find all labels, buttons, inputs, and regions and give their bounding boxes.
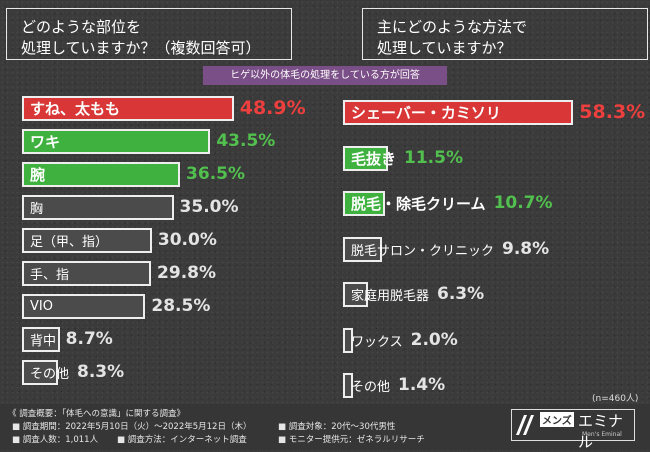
method-label-4: 家庭用脱毛器 — [351, 289, 430, 304]
logo-sub-text: Men's Eminal — [582, 431, 622, 438]
body-part-bar-5: 手、指 — [22, 261, 152, 286]
method-label-5: ワックス — [351, 334, 403, 350]
method-label-0: シェーバー・カミソリ — [351, 104, 501, 122]
body-part-label-8: その他 — [30, 367, 70, 382]
body-part-bar-2: 腕 — [22, 162, 181, 187]
body-part-value-7: 8.7% — [65, 329, 113, 349]
method-value-0: 58.3% — [579, 101, 646, 123]
body-part-value-3: 35.0% — [179, 197, 239, 217]
method-bar-4: 家庭用脱毛器 — [343, 282, 429, 307]
logo-name-text: エミナル — [578, 412, 624, 451]
body-part-value-8: 8.3% — [77, 362, 125, 382]
body-part-bar-6: VIO — [22, 294, 146, 319]
body-part-bar-7: 背中 — [22, 327, 60, 352]
body-part-value-2: 36.5% — [186, 164, 246, 184]
method-bar-0: シェーバー・カミソリ — [343, 100, 574, 125]
question-left-line1: どのような部位を — [21, 18, 142, 36]
body-part-value-4: 30.0% — [157, 230, 217, 250]
body-part-label-0: すね、太もも — [30, 100, 121, 118]
survey-footer: 《 調査概要：「体毛への意識」に関する調査》 ■ 調査期間：2022年5月10日… — [0, 404, 650, 450]
survey-title: 《 調査概要：「体毛への意識」に関する調査》 — [8, 409, 185, 419]
method-value-1: 11.5% — [404, 147, 463, 168]
body-part-bar-0: すね、太もも — [22, 96, 234, 121]
question-left-line2: 処理していますか？（複数回答可） — [21, 39, 261, 57]
method-bar-6: その他 — [343, 373, 390, 398]
method-value-2: 10.7% — [493, 193, 553, 213]
logo-mens-text: メンズ — [540, 412, 574, 427]
body-part-label-3: 胸 — [30, 202, 44, 217]
survey-count: ■ 調査人数：1,011人 — [12, 435, 99, 445]
method-value-3: 9.8% — [502, 238, 550, 259]
body-part-bar-8: その他 — [22, 360, 69, 385]
method-bar-1: 毛抜き — [343, 145, 396, 171]
body-part-label-1: ワキ — [30, 133, 61, 151]
method-value-5: 2.0% — [410, 329, 458, 350]
question-left: どのような部位を 処理していますか？（複数回答可） — [6, 8, 292, 60]
method-label-2: 脱毛・除毛クリーム — [351, 195, 486, 213]
method-label-3: 脱毛サロン・クリニック — [351, 243, 495, 259]
body-part-label-6: VIO — [30, 299, 53, 314]
method-bar-3: 脱毛サロン・クリニック — [343, 236, 494, 262]
body-part-bar-1: ワキ — [22, 129, 211, 154]
body-part-label-2: 腕 — [30, 166, 46, 184]
body-part-value-1: 43.5% — [216, 131, 276, 151]
survey-target: ■ 調査対象：20代〜30代男性 — [278, 422, 396, 432]
survey-method: ■ 調査方法：インターネット調査 — [117, 435, 247, 445]
body-part-value-6: 28.5% — [151, 296, 211, 316]
survey-period: ■ 調査期間：2022年5月10日（火）〜2022年5月12日（木） — [12, 422, 252, 432]
body-part-value-5: 29.8% — [157, 263, 217, 283]
body-part-label-7: 背中 — [30, 334, 57, 349]
body-part-label-4: 足（甲、指） — [30, 235, 109, 250]
body-part-label-5: 手、指 — [30, 268, 70, 283]
body-part-value-0: 48.9% — [239, 97, 306, 119]
question-right-line2: 処理していますか？ — [377, 39, 512, 57]
method-value-6: 1.4% — [398, 375, 446, 395]
method-bar-5: ワックス — [343, 327, 403, 353]
question-right: 主にどのような方法で 処理していますか？ — [362, 8, 648, 60]
body-part-bar-4: 足（甲、指） — [22, 228, 152, 253]
brand-logo: メンズ エミナル Men's Eminal — [511, 409, 635, 451]
question-right-line1: 主にどのような方法で — [377, 18, 528, 36]
method-value-4: 6.3% — [437, 284, 485, 304]
logo-mark-icon — [516, 415, 534, 435]
body-part-bar-3: 胸 — [22, 195, 174, 220]
sample-size-note: (n=460人) — [592, 394, 639, 404]
method-label-1: 毛抜き — [351, 149, 397, 168]
method-label-6: その他 — [351, 380, 391, 395]
method-bar-2: 脱毛・除毛クリーム — [343, 191, 486, 216]
respondent-note: ヒゲ以外の体毛の処理をしている方が回答 — [203, 66, 447, 85]
survey-provider: ■ モニター提供元：ゼネラルリサーチ — [278, 435, 425, 445]
